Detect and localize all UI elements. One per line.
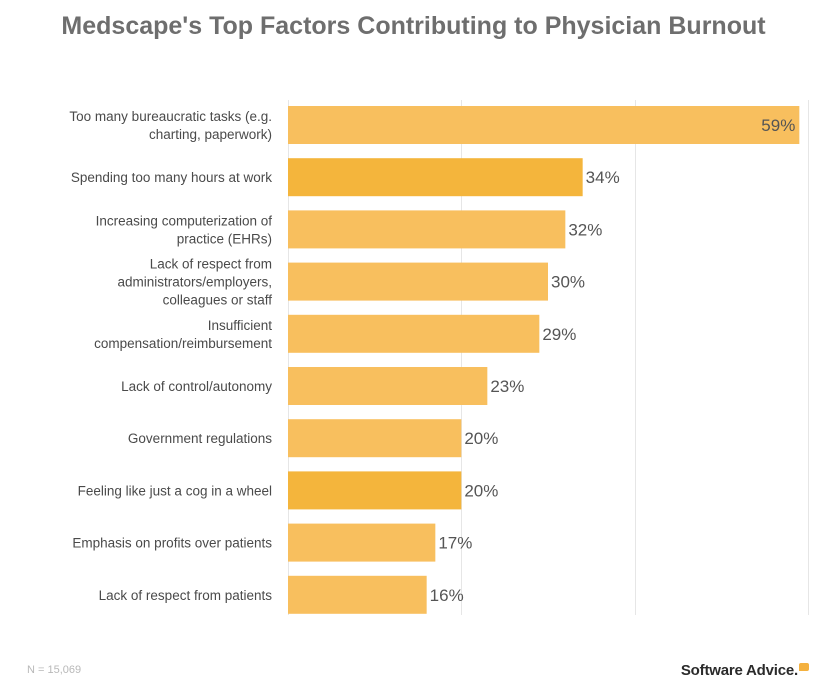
category-label: Feeling like just a cog in a wheel	[78, 483, 272, 498]
data-label: 30%	[551, 273, 585, 292]
category-label: Emphasis on profits over patients	[72, 536, 272, 551]
category-label-line: Government regulations	[128, 431, 272, 446]
data-label: 20%	[464, 429, 498, 448]
category-label: Lack of control/autonomy	[121, 379, 272, 394]
category-label-line: practice (EHRs)	[177, 231, 272, 246]
bar	[288, 419, 462, 458]
category-label: Lack of respect from patients	[99, 588, 273, 603]
category-label-line: colleagues or staff	[163, 293, 273, 308]
brand-name: Software Advice.	[680, 662, 798, 679]
category-label-line: Lack of respect from	[150, 257, 272, 272]
bar	[288, 262, 548, 301]
category-label-line: Too many bureaucratic tasks (e.g.	[69, 109, 272, 124]
data-label: 20%	[464, 481, 498, 500]
data-label: 59%	[761, 116, 795, 135]
bar	[288, 367, 488, 405]
bar	[288, 471, 462, 510]
category-label-line: charting, paperwork)	[149, 127, 272, 142]
bar	[288, 523, 436, 562]
sample-size-note: N = 15,069	[27, 664, 82, 676]
category-label: Insufficient compensation/reimbursement	[94, 318, 272, 351]
category-label-line: Feeling like just a cog in a wheel	[78, 483, 272, 498]
category-label-line: Increasing computerization of	[96, 213, 273, 228]
category-label-line: compensation/reimbursement	[94, 336, 272, 351]
label-layer: 59% Too many bureaucratic tasks (e.g. char…	[69, 109, 795, 605]
category-label: Too many bureaucratic tasks (e.g. chartin…	[69, 109, 272, 142]
brand-logo: Software Advice.	[681, 662, 809, 679]
category-label-line: Insufficient	[208, 318, 273, 333]
speech-bubble-icon	[799, 663, 809, 671]
data-label: 34%	[586, 168, 620, 187]
data-label: 29%	[542, 325, 576, 344]
category-label: Lack of respect from administrators/emplo…	[117, 257, 272, 308]
chart-title: Medscape's Top Factors Contributing to P…	[61, 12, 766, 40]
category-label-line: Lack of control/autonomy	[121, 379, 272, 394]
bar	[288, 158, 583, 197]
data-label: 17%	[438, 534, 472, 553]
category-label-line: Lack of respect from patients	[99, 588, 273, 603]
bar-layer	[288, 106, 800, 614]
category-label-line: Spending too many hours at work	[71, 170, 272, 185]
category-label: Spending too many hours at work	[71, 170, 272, 185]
data-label: 16%	[430, 586, 464, 605]
category-label: Government regulations	[128, 431, 272, 446]
bar	[288, 314, 540, 353]
category-label: Increasing computerization of practice (E…	[96, 213, 273, 246]
data-label: 32%	[568, 220, 602, 239]
bar	[288, 210, 566, 249]
category-label-line: administrators/employers,	[117, 275, 272, 290]
data-label: 23%	[490, 377, 524, 396]
bar	[288, 575, 427, 614]
category-label-line: Emphasis on profits over patients	[72, 536, 272, 551]
bar	[288, 106, 800, 144]
